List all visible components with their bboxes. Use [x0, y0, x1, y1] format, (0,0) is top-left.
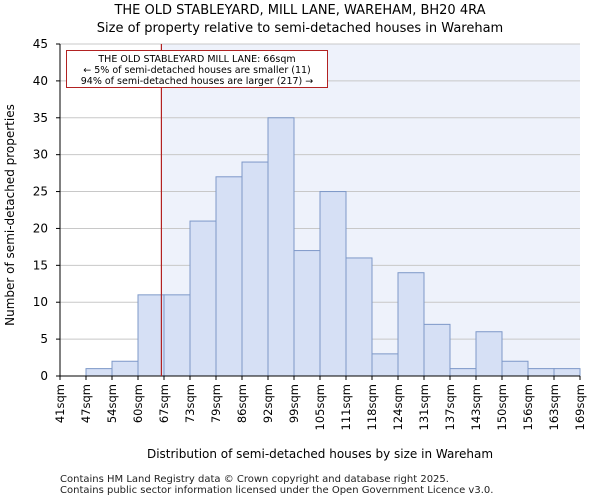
- histogram-bar: [449, 368, 477, 377]
- x-tick-label: 47sqm: [79, 384, 93, 423]
- x-tick-label: 124sqm: [391, 384, 405, 430]
- y-tick-label: 15: [33, 258, 48, 272]
- histogram-bar: [163, 294, 191, 377]
- x-tick-label: 67sqm: [157, 384, 171, 423]
- histogram-bar: [85, 368, 113, 377]
- y-tick-label: 45: [33, 37, 48, 51]
- x-tick-label: 131sqm: [417, 384, 431, 430]
- histogram-bar: [189, 220, 217, 377]
- x-tick-label: 150sqm: [495, 384, 509, 430]
- histogram-bar: [137, 294, 165, 377]
- histogram-bar: [215, 176, 243, 377]
- x-tick-label: 92sqm: [261, 384, 275, 423]
- annotation-line-2: ← 5% of semi-detached houses are smaller…: [83, 65, 311, 76]
- x-tick-label: 137sqm: [443, 384, 457, 430]
- histogram-bar: [501, 360, 529, 377]
- x-tick-label: 111sqm: [339, 384, 353, 430]
- chart-title-line2: Size of property relative to semi-detach…: [96, 21, 504, 36]
- y-tick-label: 40: [33, 74, 48, 88]
- y-tick-label: 30: [33, 148, 48, 162]
- histogram-bar: [345, 257, 373, 377]
- histogram-bar: [527, 368, 555, 377]
- histogram-bar: [553, 368, 581, 377]
- footer-licence: Contains public sector information licen…: [60, 485, 494, 496]
- x-tick-label: 79sqm: [209, 384, 223, 423]
- y-tick-label: 0: [40, 369, 48, 383]
- x-tick-label: 143sqm: [469, 384, 483, 430]
- histogram-bar: [241, 161, 269, 377]
- histogram-bar: [293, 250, 321, 377]
- histogram-bar: [319, 191, 347, 377]
- x-tick-label: 169sqm: [573, 384, 587, 430]
- y-tick-label: 25: [33, 185, 48, 199]
- property-annotation-box: THE OLD STABLEYARD MILL LANE: 66sqm ← 5%…: [66, 50, 328, 88]
- x-tick-label: 163sqm: [547, 384, 561, 430]
- x-axis-label: Distribution of semi-detached houses by …: [147, 447, 493, 461]
- annotation-line-3: 94% of semi-detached houses are larger (…: [80, 76, 314, 87]
- x-tick-label: 54sqm: [105, 384, 119, 423]
- x-tick-label: 156sqm: [521, 384, 535, 430]
- x-tick-label: 86sqm: [235, 384, 249, 423]
- x-tick-label: 41sqm: [53, 384, 67, 423]
- histogram-bar: [423, 323, 451, 377]
- y-axis-label: Number of semi-detached properties: [3, 104, 17, 326]
- x-tick-label: 60sqm: [131, 384, 145, 423]
- histogram-bar: [397, 272, 425, 377]
- y-tick-label: 5: [40, 332, 48, 346]
- x-tick-label: 99sqm: [287, 384, 301, 423]
- annotation-line-1: THE OLD STABLEYARD MILL LANE: 66sqm: [98, 54, 296, 65]
- histogram-bar: [267, 117, 295, 377]
- footer-copyright: Contains HM Land Registry data © Crown c…: [60, 474, 449, 485]
- histogram-bar: [111, 360, 139, 377]
- y-tick-label: 20: [33, 221, 48, 235]
- y-tick-label: 10: [33, 295, 48, 309]
- x-tick-label: 73sqm: [183, 384, 197, 423]
- x-tick-label: 118sqm: [365, 384, 379, 430]
- x-tick-label: 105sqm: [313, 384, 327, 430]
- histogram-bar: [475, 331, 503, 377]
- histogram-bar: [371, 353, 399, 377]
- chart-title-line1: THE OLD STABLEYARD, MILL LANE, WAREHAM, …: [114, 3, 486, 18]
- y-tick-label: 35: [33, 111, 48, 125]
